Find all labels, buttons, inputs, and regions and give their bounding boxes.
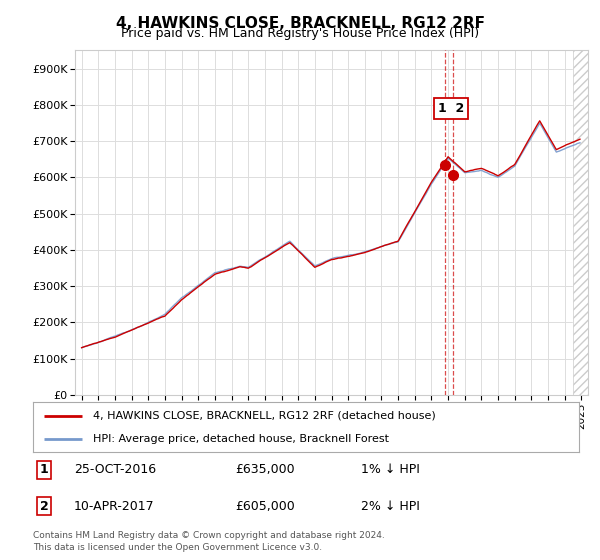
Text: Contains HM Land Registry data © Crown copyright and database right 2024.
This d: Contains HM Land Registry data © Crown c…	[33, 531, 385, 552]
Text: 4, HAWKINS CLOSE, BRACKNELL, RG12 2RF: 4, HAWKINS CLOSE, BRACKNELL, RG12 2RF	[115, 16, 485, 31]
Text: 10-APR-2017: 10-APR-2017	[74, 500, 155, 512]
Text: 1% ↓ HPI: 1% ↓ HPI	[361, 463, 419, 477]
Text: 2% ↓ HPI: 2% ↓ HPI	[361, 500, 419, 512]
Text: 1  2: 1 2	[438, 102, 464, 115]
Text: 1: 1	[40, 463, 49, 477]
Text: £605,000: £605,000	[235, 500, 295, 512]
Text: HPI: Average price, detached house, Bracknell Forest: HPI: Average price, detached house, Brac…	[93, 435, 389, 444]
Bar	[573, 50, 600, 395]
Text: 25-OCT-2016: 25-OCT-2016	[74, 463, 156, 477]
Bar	[573, 50, 600, 395]
Text: Price paid vs. HM Land Registry's House Price Index (HPI): Price paid vs. HM Land Registry's House …	[121, 27, 479, 40]
Text: 2: 2	[40, 500, 49, 512]
Text: 4, HAWKINS CLOSE, BRACKNELL, RG12 2RF (detached house): 4, HAWKINS CLOSE, BRACKNELL, RG12 2RF (d…	[93, 410, 436, 421]
Text: £635,000: £635,000	[235, 463, 295, 477]
